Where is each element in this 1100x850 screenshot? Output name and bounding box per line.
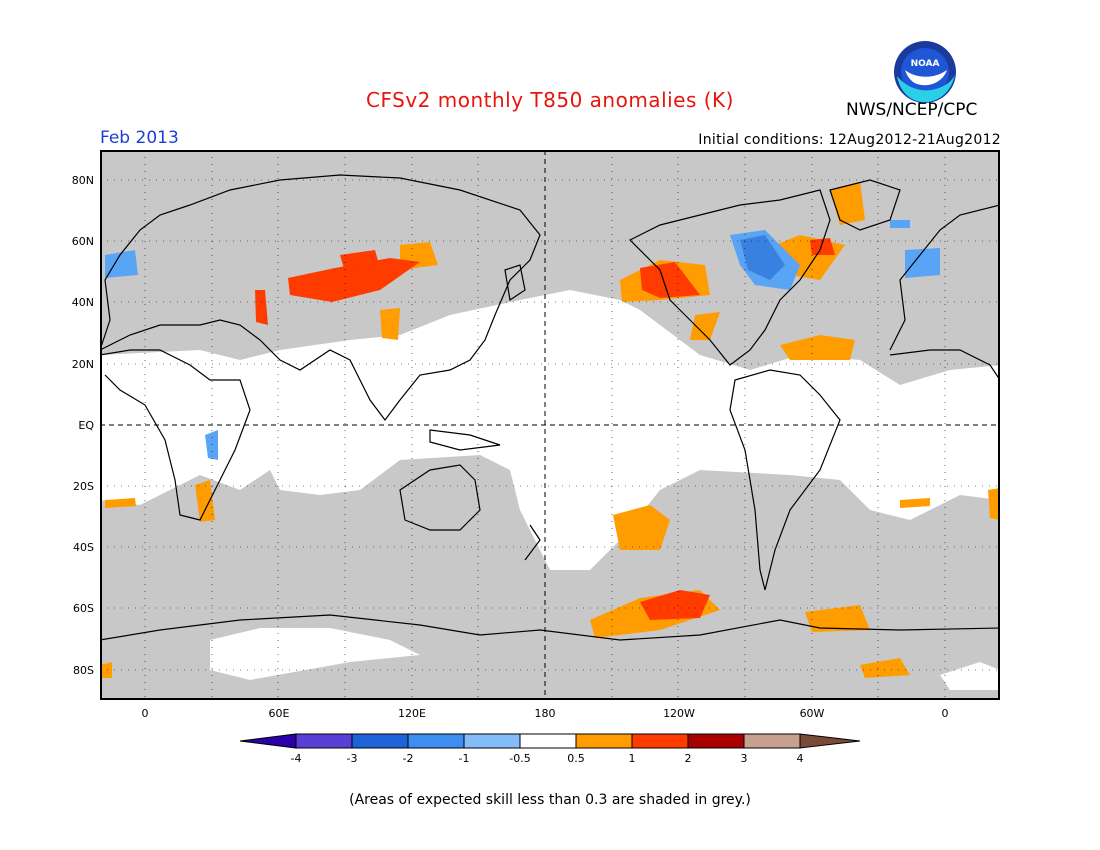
colorbar-seg-7 [631, 733, 689, 749]
coast-antarctica [102, 614, 998, 641]
lat-label-60n: 60N [71, 235, 94, 248]
lat-label-80n: 80N [71, 174, 94, 187]
cool-east-africa [205, 430, 218, 460]
coastlines [102, 174, 998, 641]
lon-label-120w: 120W [663, 707, 695, 720]
lat-label-80s: 80S [73, 664, 94, 677]
coast-africa [102, 349, 251, 521]
coast-s-america [729, 369, 841, 591]
coast-eurasia [102, 174, 541, 421]
lon-label-60e: 60E [268, 707, 290, 720]
lat-label-eq: EQ [78, 419, 94, 432]
colorbar-seg-1 [295, 733, 353, 749]
warm-drake-orange [805, 605, 870, 632]
warm-anomalies [102, 182, 998, 678]
antarctic-neutral-patch [210, 628, 420, 680]
coast-japan [504, 264, 526, 302]
coast-africa-east-edge [889, 349, 998, 379]
coast-australia [399, 464, 481, 531]
warm-atlantic-orange [780, 335, 855, 360]
anomaly-map [100, 150, 1000, 700]
warm-southern-ocean-red [640, 590, 710, 620]
colorbar-label-m1: -1 [458, 752, 470, 765]
warm-greenland-orange [830, 182, 865, 225]
warm-central-asia-red [288, 258, 420, 302]
lon-label-0: 0 [141, 707, 149, 720]
colorbar-label-m3: -3 [346, 752, 358, 765]
colorbar-label-m05: -0.5 [509, 752, 531, 765]
warm-south-africa-orange [195, 480, 215, 522]
cool-iceland [890, 220, 910, 228]
colorbar-seg-4 [463, 733, 521, 749]
cool-west-europe [105, 250, 138, 278]
colorbar-seg-6 [575, 733, 633, 749]
lon-label-180: 180 [534, 707, 556, 720]
colorbar-label-p3: 3 [740, 752, 748, 765]
coast-europe-east-edge [889, 204, 998, 351]
warm-edge-orange [988, 488, 998, 520]
warm-nw-america-red [640, 262, 700, 298]
warm-s-atlantic-east-orange [900, 498, 930, 508]
colorbar-seg-10 [799, 733, 861, 749]
lon-label-0-right: 0 [941, 707, 949, 720]
cool-anomalies [105, 220, 940, 460]
lat-label-60s: 60S [73, 602, 94, 615]
south-atlantic-neutral-patch [940, 662, 998, 690]
skill-footnote: (Areas of expected skill less than 0.3 a… [349, 792, 751, 808]
map-svg [102, 152, 998, 698]
warm-weddell-orange [860, 658, 910, 678]
colorbar-seg-5 [519, 733, 577, 749]
lat-label-20s: 20S [73, 480, 94, 493]
colorbar-label-p2: 2 [684, 752, 692, 765]
colorbar-label-m4: -4 [290, 752, 302, 765]
colorbar-label-p05: 0.5 [567, 752, 585, 765]
colorbar [240, 733, 861, 749]
coast-indonesia [429, 429, 501, 451]
coast-n-america [628, 189, 831, 366]
colorbar-seg-2 [351, 733, 409, 749]
colorbar-label-p1: 1 [628, 752, 636, 765]
cool-great-lakes-dark [740, 235, 785, 280]
agency-label: NWS/NCEP/CPC [846, 100, 978, 120]
lat-label-20n: 20N [71, 358, 94, 371]
lon-label-120e: 120E [398, 707, 426, 720]
lat-label-40n: 40N [71, 296, 94, 309]
colorbar-label-p4: 4 [796, 752, 804, 765]
lat-label-40s: 40S [73, 541, 94, 554]
colorbar-seg-9 [743, 733, 801, 749]
warm-labrador-red [810, 238, 835, 255]
valid-month: Feb 2013 [100, 128, 179, 148]
lon-label-60w: 60W [799, 707, 825, 720]
colorbar-seg-0 [240, 733, 297, 749]
colorbar-seg-8 [687, 733, 745, 749]
cool-west-europe-east-edge [905, 248, 940, 278]
warm-us-west-orange [690, 312, 720, 340]
warm-siberia-red [340, 250, 380, 272]
warm-caspian-red [255, 290, 268, 325]
noaa-logo-text: NOAA [911, 59, 940, 69]
grid [102, 152, 998, 698]
coast-new-zealand [524, 524, 541, 561]
south-pacific-neutral-patch [530, 480, 610, 520]
warm-s-atlantic-orange [105, 498, 136, 508]
colorbar-seg-3 [407, 733, 465, 749]
warm-south-pacific-orange [613, 505, 670, 550]
colorbar-label-m2: -2 [402, 752, 414, 765]
initial-conditions: Initial conditions: 12Aug2012-21Aug2012 [698, 132, 1001, 148]
chart-title: CFSv2 monthly T850 anomalies (K) [366, 88, 734, 112]
noaa-logo: NOAA [894, 41, 956, 103]
warm-china-orange [380, 308, 400, 340]
tropical-neutral-band [102, 290, 998, 570]
